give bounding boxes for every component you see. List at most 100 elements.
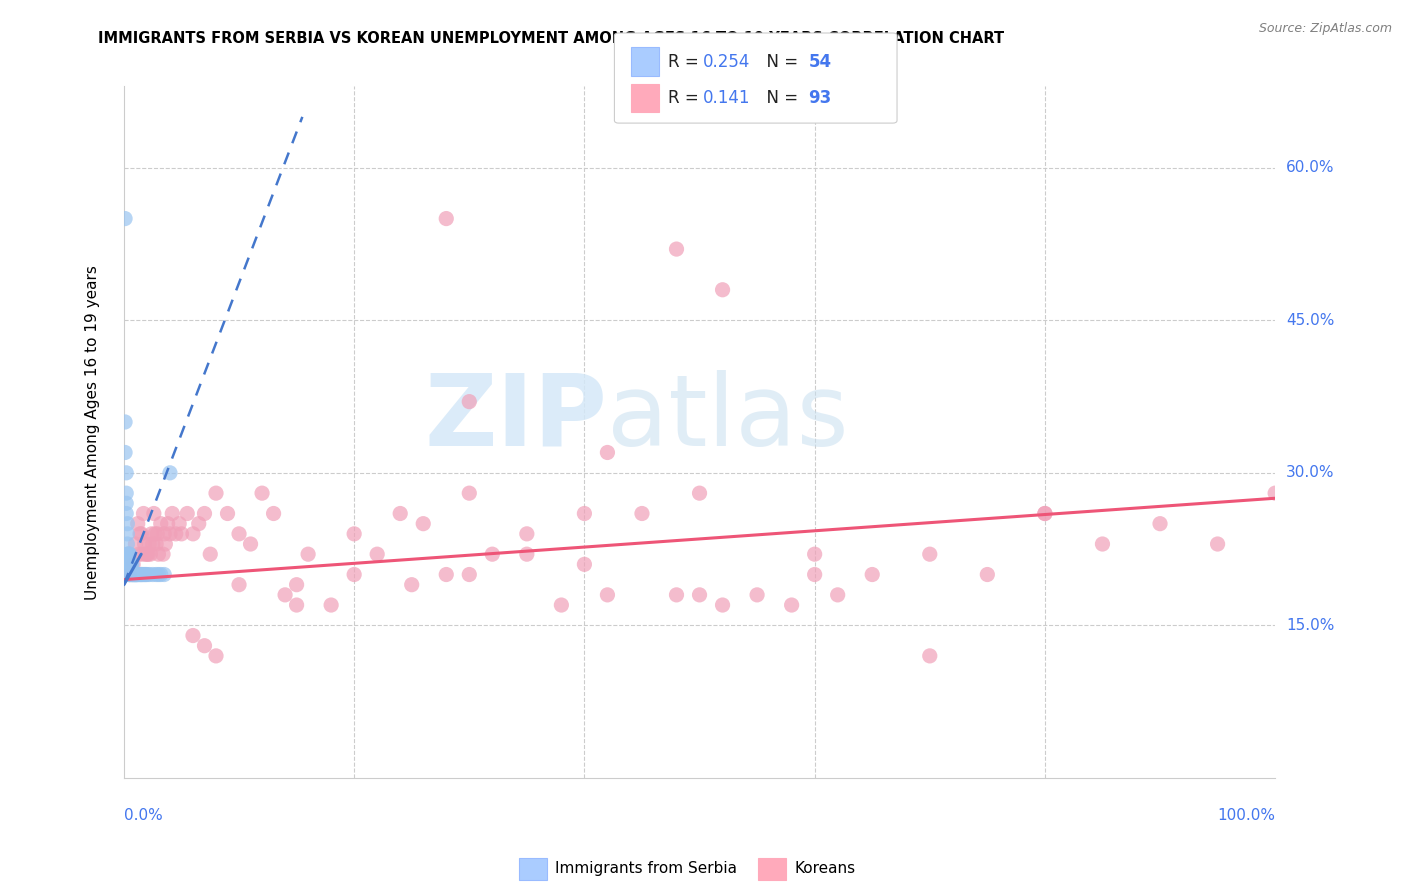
Text: 0.0%: 0.0%: [124, 808, 163, 823]
Point: [156, 516, 179, 531]
Point: [118, 558, 141, 572]
Point: [285, 577, 308, 591]
Point: [1033, 507, 1056, 521]
Point: [114, 415, 136, 429]
Point: [114, 211, 136, 226]
Point: [121, 567, 143, 582]
Point: [121, 567, 143, 582]
Point: [115, 507, 138, 521]
Text: 0.141: 0.141: [703, 89, 751, 107]
Point: [118, 567, 141, 582]
Point: [976, 567, 998, 582]
Text: R =: R =: [668, 89, 709, 107]
Point: [574, 507, 596, 521]
Text: atlas: atlas: [607, 370, 849, 467]
Point: [142, 537, 165, 551]
Text: 0.254: 0.254: [703, 53, 751, 70]
Point: [516, 547, 538, 561]
Point: [550, 598, 572, 612]
Point: [124, 567, 146, 582]
Point: [159, 526, 181, 541]
Point: [129, 567, 152, 582]
Point: [458, 394, 481, 409]
Text: 45.0%: 45.0%: [1286, 313, 1334, 327]
Point: [401, 577, 423, 591]
Point: [181, 526, 204, 541]
Point: [153, 567, 176, 582]
Point: [118, 567, 141, 582]
Point: [149, 567, 172, 582]
Point: [129, 567, 152, 582]
Point: [176, 507, 198, 521]
Point: [124, 567, 146, 582]
Point: [285, 598, 308, 612]
Point: [129, 526, 152, 541]
Point: [827, 588, 849, 602]
Point: [148, 567, 170, 582]
Point: [1206, 537, 1229, 551]
Point: [122, 567, 145, 582]
Point: [138, 537, 160, 551]
Point: [412, 516, 434, 531]
Point: [153, 526, 176, 541]
Point: [128, 547, 150, 561]
Point: [115, 496, 138, 510]
Text: Immigrants from Serbia: Immigrants from Serbia: [555, 862, 737, 876]
Point: [143, 526, 166, 541]
Point: [165, 526, 187, 541]
Point: [117, 547, 139, 561]
Text: 30.0%: 30.0%: [1286, 466, 1334, 480]
Point: [263, 507, 285, 521]
Point: [689, 588, 711, 602]
Point: [127, 567, 149, 582]
Point: [134, 537, 156, 551]
Point: [124, 567, 146, 582]
Text: Source: ZipAtlas.com: Source: ZipAtlas.com: [1258, 22, 1392, 36]
Point: [129, 567, 152, 582]
Point: [193, 507, 215, 521]
Point: [1091, 537, 1114, 551]
Point: [181, 628, 204, 642]
Point: [205, 486, 228, 500]
Point: [135, 567, 157, 582]
Point: [117, 567, 139, 582]
Point: [117, 547, 139, 561]
Point: [745, 588, 768, 602]
Point: [170, 526, 193, 541]
Point: [250, 486, 273, 500]
Point: [134, 567, 156, 582]
Point: [122, 567, 145, 582]
Point: [516, 526, 538, 541]
Point: [918, 648, 941, 663]
Point: [434, 567, 457, 582]
Point: [145, 537, 167, 551]
Point: [803, 547, 825, 561]
Point: [139, 547, 162, 561]
Point: [131, 547, 153, 561]
Point: [297, 547, 319, 561]
Point: [117, 516, 139, 531]
Point: [122, 567, 145, 582]
Point: [860, 567, 883, 582]
Point: [115, 466, 138, 480]
Point: [142, 507, 165, 521]
Point: [1149, 516, 1171, 531]
Point: [142, 567, 165, 582]
Point: [200, 547, 222, 561]
Point: [124, 537, 146, 551]
Point: [141, 526, 163, 541]
Point: [574, 558, 596, 572]
Point: [481, 547, 503, 561]
Point: [120, 558, 142, 572]
Point: [132, 507, 155, 521]
Point: [118, 567, 141, 582]
Point: [148, 547, 170, 561]
Point: [780, 598, 803, 612]
Point: [205, 648, 228, 663]
Point: [239, 537, 262, 551]
Text: IMMIGRANTS FROM SERBIA VS KOREAN UNEMPLOYMENT AMONG AGES 16 TO 19 YEARS CORRELAT: IMMIGRANTS FROM SERBIA VS KOREAN UNEMPLO…: [98, 31, 1004, 46]
Text: R =: R =: [668, 53, 704, 70]
Point: [118, 558, 141, 572]
Point: [149, 516, 172, 531]
Point: [343, 567, 366, 582]
